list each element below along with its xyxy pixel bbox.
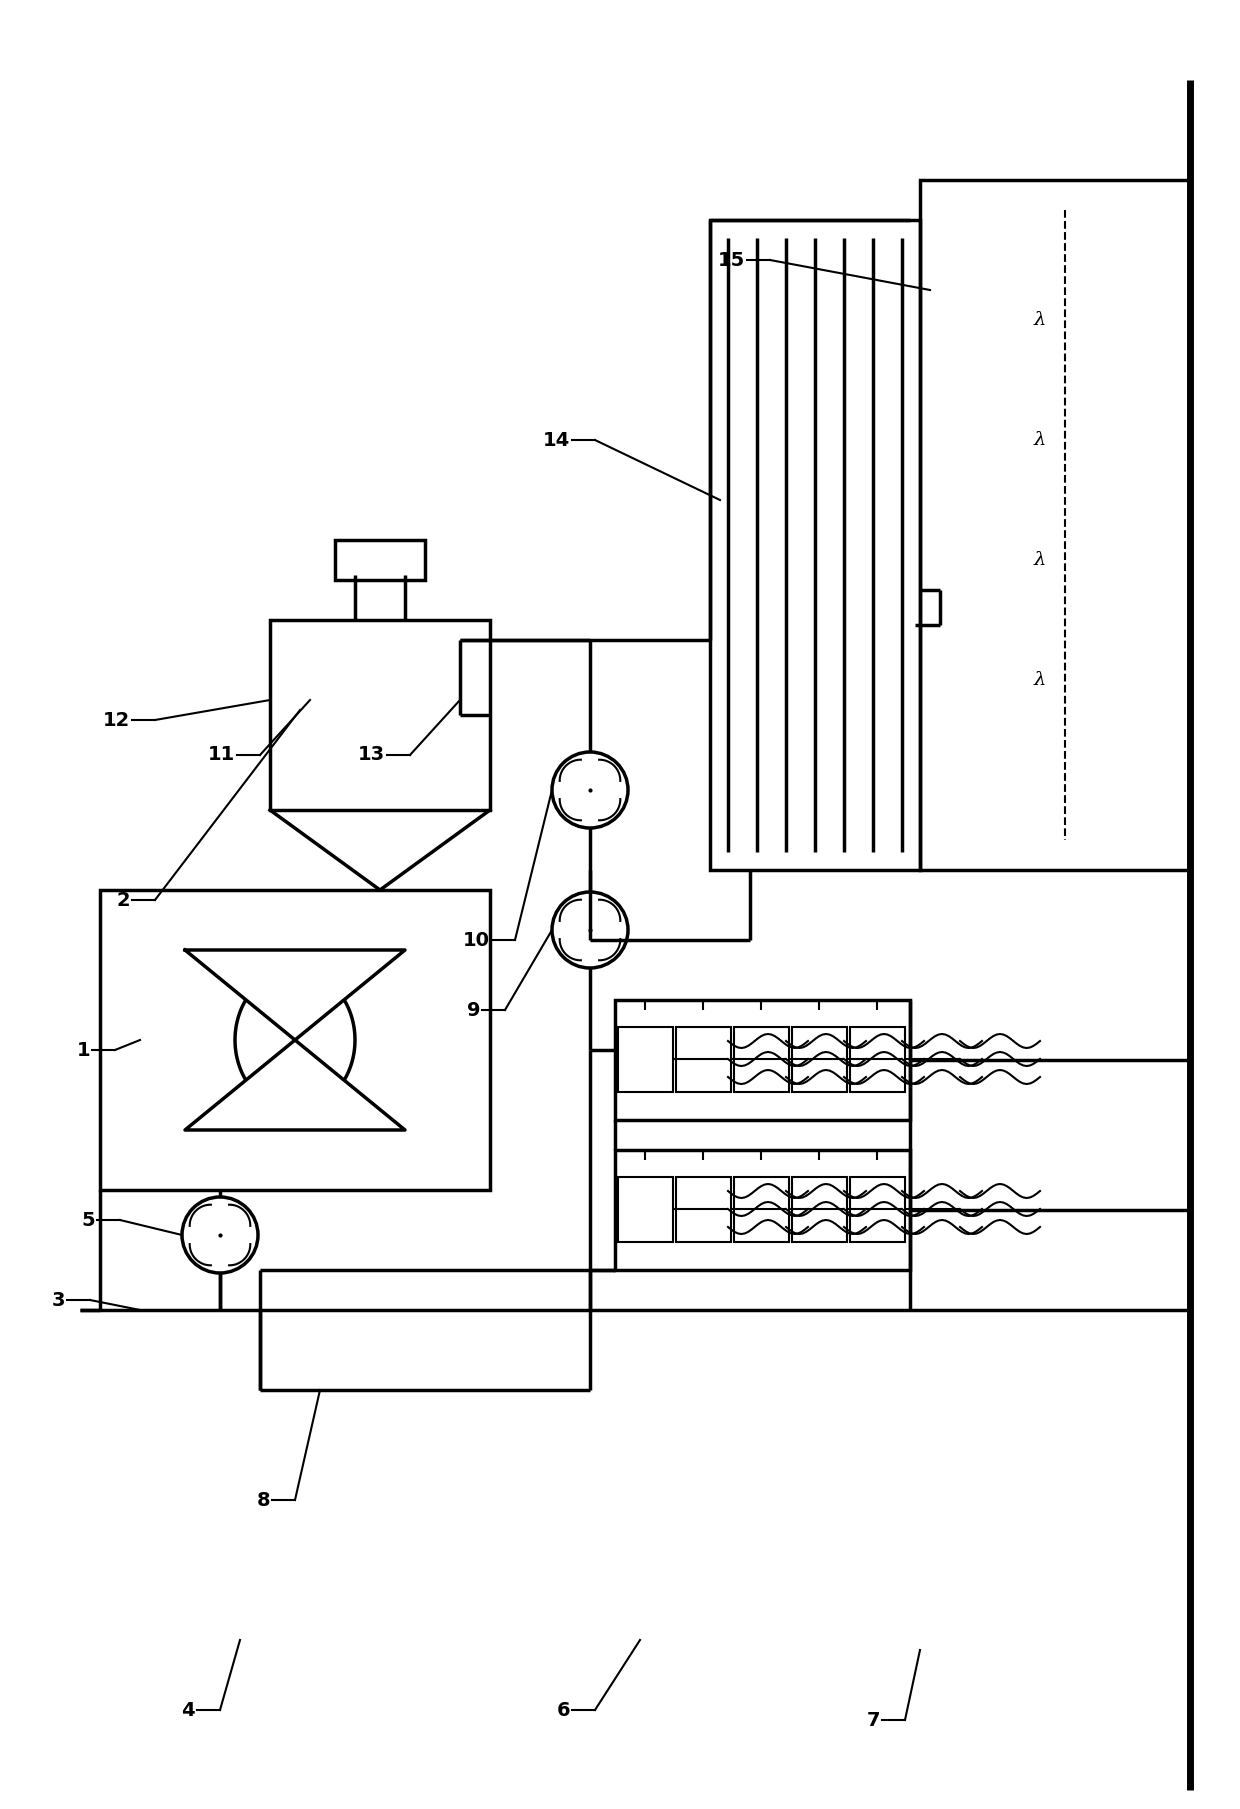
- Text: 10: 10: [463, 930, 490, 950]
- Text: 15: 15: [718, 250, 745, 270]
- Bar: [618, 1028, 673, 1093]
- Bar: [270, 620, 490, 810]
- Bar: [676, 1028, 732, 1093]
- Text: λ: λ: [1034, 311, 1047, 329]
- Text: 9: 9: [466, 1000, 480, 1020]
- Text: 8: 8: [257, 1491, 270, 1509]
- Text: 4: 4: [181, 1700, 195, 1720]
- Bar: [100, 890, 490, 1190]
- Bar: [792, 1178, 847, 1243]
- Bar: [734, 1178, 789, 1243]
- Bar: [615, 1000, 910, 1120]
- Bar: [335, 541, 425, 581]
- Bar: [711, 221, 920, 870]
- Text: 3: 3: [52, 1290, 64, 1310]
- Bar: [734, 1028, 789, 1093]
- Text: 1: 1: [77, 1040, 91, 1060]
- Text: λ: λ: [1034, 671, 1047, 689]
- Text: λ: λ: [1034, 431, 1047, 449]
- Text: 2: 2: [117, 890, 130, 910]
- Text: 12: 12: [103, 711, 130, 729]
- Text: 5: 5: [82, 1210, 95, 1230]
- Bar: [676, 1178, 732, 1243]
- Text: 14: 14: [543, 431, 570, 449]
- Bar: [618, 1178, 673, 1243]
- Text: 13: 13: [358, 745, 384, 765]
- Text: 6: 6: [557, 1700, 570, 1720]
- Bar: [615, 1151, 910, 1270]
- Bar: [849, 1178, 905, 1243]
- Text: λ: λ: [1034, 552, 1047, 570]
- Bar: [920, 181, 1190, 870]
- Text: 11: 11: [208, 745, 236, 765]
- Bar: [792, 1028, 847, 1093]
- Bar: [849, 1028, 905, 1093]
- Text: 7: 7: [867, 1711, 880, 1729]
